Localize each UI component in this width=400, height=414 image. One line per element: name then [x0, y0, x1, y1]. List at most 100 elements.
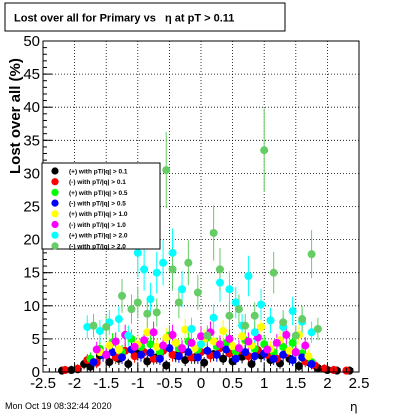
data-point	[162, 166, 171, 175]
data-point	[114, 345, 123, 354]
legend-marker	[51, 199, 59, 207]
x-tick-label: 2.5	[349, 375, 370, 392]
data-point	[203, 331, 212, 340]
data-point	[250, 352, 259, 361]
legend-entry-label: (+) with pT/|q| > 0.5	[69, 190, 128, 197]
data-point	[92, 345, 101, 354]
legend-entry-label: (+) with pT/|q| > 1.0	[69, 211, 128, 218]
data-point	[209, 228, 218, 237]
data-point	[257, 322, 266, 331]
data-point	[184, 258, 193, 267]
data-point	[266, 316, 275, 325]
data-point	[244, 337, 253, 346]
data-point	[285, 346, 294, 355]
legend-marker	[51, 178, 59, 186]
data-point	[263, 345, 272, 354]
data-point	[155, 354, 164, 363]
data-point	[257, 300, 266, 309]
y-tick-label: 35	[23, 132, 40, 149]
legend-marker	[51, 242, 59, 250]
y-tick-labels: 0 5 10 15 20 25 30 35 40 45 50	[23, 33, 40, 381]
data-point	[108, 348, 117, 357]
data-point	[89, 321, 98, 330]
y-tick-label: 0	[32, 364, 40, 381]
data-point	[241, 321, 250, 330]
data-point	[111, 337, 120, 346]
data-point	[288, 356, 297, 365]
data-point	[225, 334, 234, 343]
data-point	[152, 342, 161, 351]
data-point	[152, 268, 161, 277]
data-point	[140, 336, 149, 345]
legend-box	[41, 162, 161, 250]
data-point	[149, 328, 158, 337]
y-tick-label: 10	[23, 298, 40, 315]
y-tick-label: 15	[23, 265, 40, 282]
data-point	[83, 322, 92, 331]
y-tick-label: 30	[23, 165, 40, 182]
data-point	[130, 342, 139, 351]
legend-entry-label: (-) with pT/|q| > 1.0	[69, 222, 126, 229]
data-point	[307, 328, 316, 337]
data-point	[143, 328, 152, 337]
data-point	[272, 338, 281, 347]
data-point	[124, 331, 133, 340]
legend-entry-label: (+) with pT/|q| > 2.0	[69, 233, 128, 240]
data-point	[124, 360, 133, 369]
data-point	[269, 354, 278, 363]
data-point	[301, 341, 310, 350]
data-point	[73, 364, 82, 373]
data-point	[200, 358, 209, 367]
data-point	[313, 324, 322, 333]
data-point	[291, 348, 300, 357]
y-axis-title: Lost over all (%)	[7, 58, 24, 174]
x-tick-label: -2	[68, 375, 81, 392]
x-tick-label: 1.5	[285, 375, 306, 392]
data-point	[209, 313, 218, 322]
data-point	[162, 333, 171, 342]
data-point	[174, 298, 183, 307]
data-point	[105, 341, 114, 350]
data-point	[250, 328, 259, 337]
data-point	[102, 350, 111, 359]
x-tick-label: -2.5	[30, 375, 56, 392]
data-point	[203, 346, 212, 355]
data-point	[225, 285, 234, 294]
data-point	[294, 362, 303, 371]
data-point	[143, 357, 152, 366]
data-point	[168, 330, 177, 339]
x-tick-label: -0.5	[156, 375, 182, 392]
data-point	[95, 326, 104, 335]
data-point	[307, 250, 316, 259]
legend-entry-label: (-) with pT/|q| > 2.0	[69, 243, 126, 250]
legend-marker	[51, 167, 59, 175]
data-point	[181, 325, 190, 334]
data-point	[320, 364, 329, 373]
x-tick-labels: -2.5 -2 -1.5 -1 -0.5 0 0.5 1 1.5 2 2.5	[30, 375, 369, 392]
y-tick-label: 20	[23, 232, 40, 249]
data-point	[288, 338, 297, 347]
x-tick-label: 1	[260, 375, 268, 392]
data-point	[133, 248, 142, 257]
title-box	[4, 2, 286, 32]
legend-marker	[51, 188, 59, 196]
legend: (+) with pT/|q| > 0.1 (-) with pT/|q| > 0…	[41, 162, 161, 250]
data-point	[152, 308, 161, 317]
data-point	[105, 358, 114, 367]
y-tick-label: 50	[23, 33, 40, 50]
data-point	[89, 358, 98, 367]
data-point	[219, 326, 228, 335]
legend-marker	[51, 231, 59, 239]
data-point	[260, 146, 269, 155]
data-point	[181, 356, 190, 365]
data-point	[234, 344, 243, 353]
data-point	[225, 311, 234, 320]
data-point	[219, 354, 228, 363]
data-point	[178, 285, 187, 294]
data-point	[244, 272, 253, 281]
y-tick-label: 45	[23, 66, 40, 83]
data-point	[215, 278, 224, 287]
y-tick-label: 25	[23, 199, 40, 216]
data-point	[127, 305, 136, 314]
